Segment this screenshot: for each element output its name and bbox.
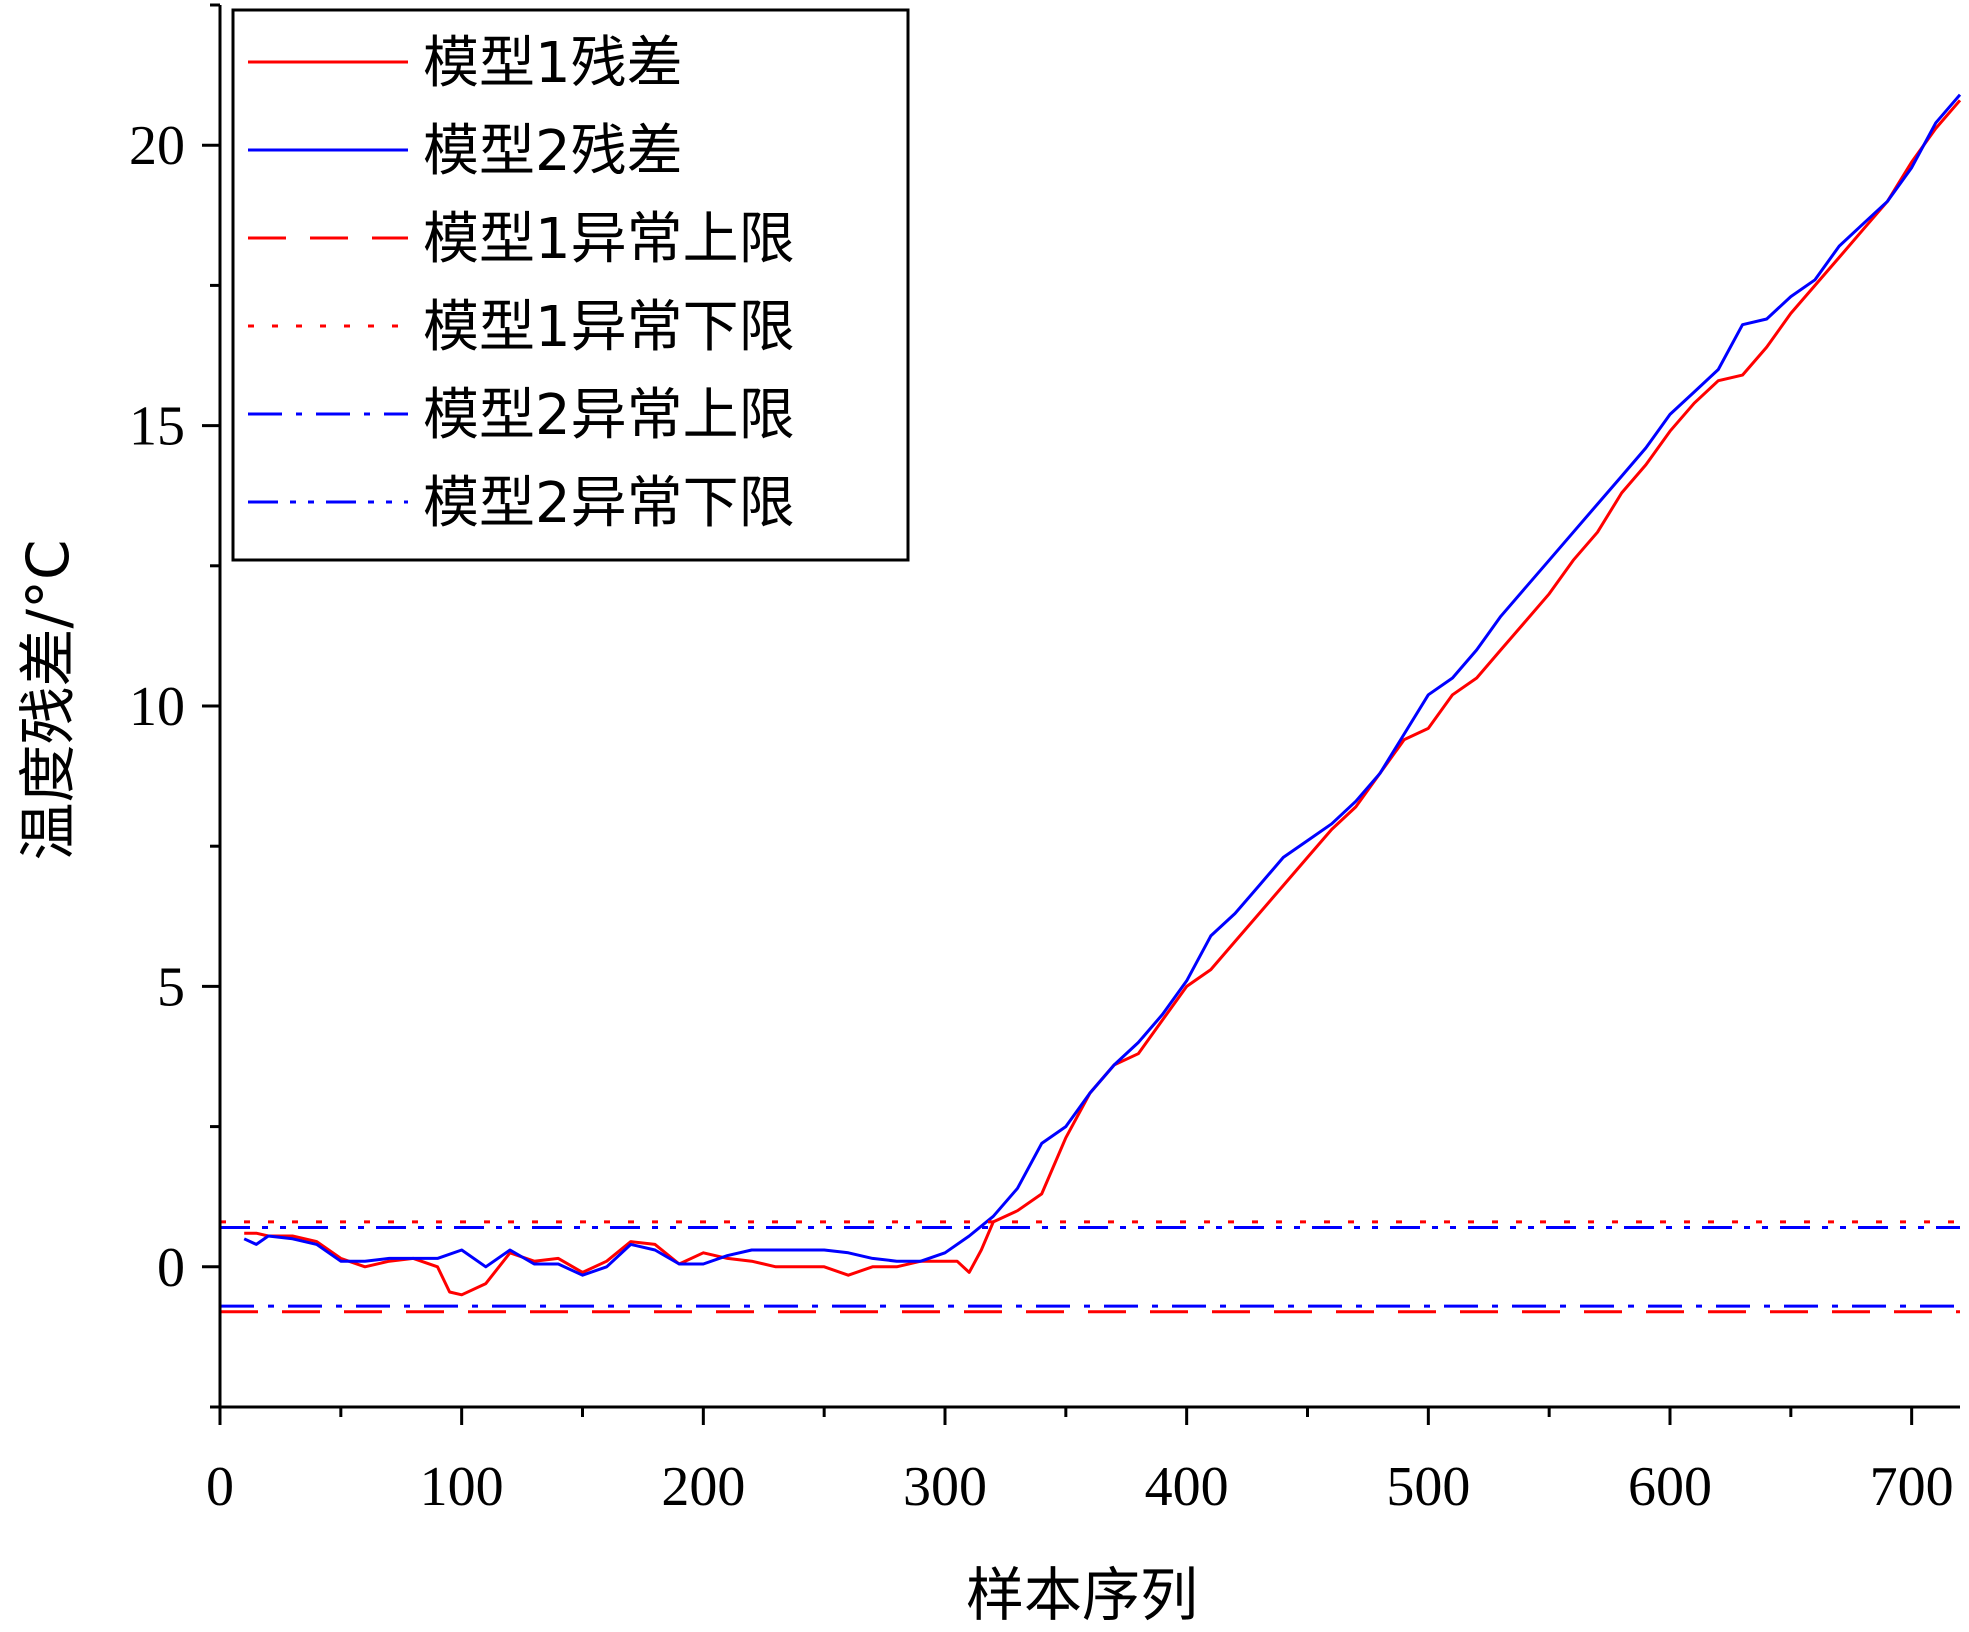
series-layer <box>220 93 1962 1314</box>
legend-label: 模型1异常下限 <box>423 295 795 360</box>
legend-box <box>231 8 910 562</box>
x-tick-label: 200 <box>661 1456 745 1518</box>
y-tick-label: 15 <box>129 396 185 458</box>
x-tick-label: 600 <box>1628 1456 1712 1518</box>
x-tick-label: 100 <box>420 1456 504 1518</box>
legend-label: 模型2异常下限 <box>423 471 795 536</box>
x-tick-label: 700 <box>1870 1456 1954 1518</box>
legend-label: 模型2异常上限 <box>423 383 795 448</box>
x-tick-label: 400 <box>1145 1456 1229 1518</box>
legend-label: 模型2残差 <box>423 119 683 184</box>
legend-label: 模型1异常上限 <box>423 207 795 272</box>
y-tick-label: 10 <box>129 676 185 738</box>
x-axis-title: 样本序列 <box>966 1561 1198 1629</box>
axes: 0 100 200 300 400 500 600 700 0 5 10 15 20 <box>129 3 1960 1518</box>
x-tick-label: 0 <box>206 1456 234 1518</box>
series-line-2 <box>243 93 1962 1277</box>
x-tick-label: 500 <box>1386 1456 1470 1518</box>
y-tick-label: 0 <box>157 1237 185 1299</box>
series-line-1 <box>244 99 1962 1297</box>
y-tick-label: 20 <box>129 115 185 177</box>
y-axis-title: 温度残差/°C <box>14 539 82 860</box>
legend-label: 模型1残差 <box>423 31 683 96</box>
x-tick-label: 300 <box>903 1456 987 1518</box>
y-tick-label: 5 <box>157 956 185 1018</box>
